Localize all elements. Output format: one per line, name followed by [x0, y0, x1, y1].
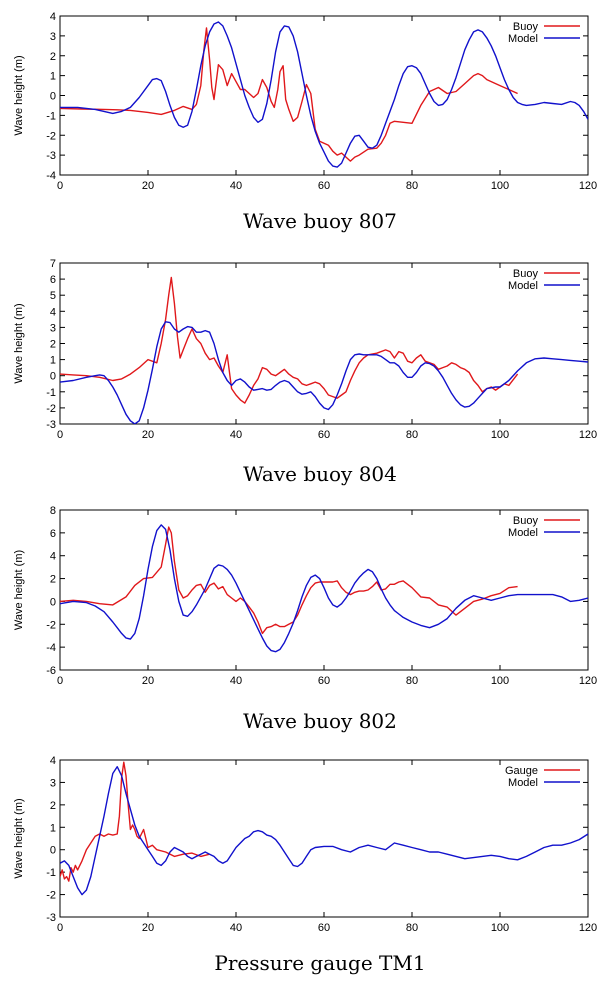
y-tick-label: 2: [50, 339, 56, 351]
x-tick-label: 20: [142, 180, 154, 192]
y-axis-label: Wave height (m): [13, 55, 25, 135]
panel-caption: Wave buoy 802: [243, 709, 397, 733]
y-tick-label: -6: [46, 665, 56, 677]
x-tick-label: 100: [491, 180, 509, 192]
y-tick-label: 6: [50, 274, 56, 286]
x-tick-label: 60: [318, 180, 330, 192]
y-tick-label: -1: [46, 110, 56, 122]
y-tick-label: 1: [50, 822, 56, 834]
x-tick-label: 120: [579, 675, 597, 687]
y-tick-label: 1: [50, 355, 56, 367]
y-tick-label: -2: [46, 130, 56, 142]
y-tick-label: 8: [50, 505, 56, 517]
x-tick-label: 120: [579, 429, 597, 441]
x-tick-label: 120: [579, 922, 597, 934]
panel-caption: Pressure gauge TM1: [214, 951, 425, 975]
legend-label-model: Model: [508, 527, 538, 539]
chart-panel-3: 0 20 40 60 80 100 120 -6 -4 -2 0 2 4 6 8 Wave height (m…: [13, 505, 597, 733]
legend-label-model: Model: [508, 777, 538, 789]
x-tick-label: 60: [318, 675, 330, 687]
y-tick-label: 0: [50, 371, 56, 383]
y-tick-label: 0: [50, 91, 56, 103]
y-tick-label: 2: [50, 800, 56, 812]
x-tick-label: 60: [318, 922, 330, 934]
y-tick-label: -2: [46, 890, 56, 902]
chart-panel-1: 0 20 40 60 80 100 120 -4 -3 -2 -1 0 1 2 3 4 Wave height …: [13, 11, 597, 233]
y-tick-label: 2: [50, 574, 56, 586]
x-tick-label: 40: [230, 922, 242, 934]
y-tick-label: 4: [50, 551, 56, 563]
x-tick-label: 20: [142, 675, 154, 687]
series-line-model: [60, 21, 588, 168]
y-tick-label: -1: [46, 867, 56, 879]
y-axis-label: Wave height (m): [13, 550, 25, 630]
x-tick-label: 0: [57, 675, 63, 687]
chart-panel-2: 0 20 40 60 80 100 120 -3 -2 -1 0 1 2 3 4 5 6 7 Wave height…: [13, 258, 597, 486]
x-tick-label: 80: [406, 180, 418, 192]
y-tick-label: 1: [50, 71, 56, 83]
y-tick-label: -2: [46, 619, 56, 631]
series-line-model: [60, 766, 588, 896]
y-tick-label: 5: [50, 290, 56, 302]
legend-label-model: Model: [508, 280, 538, 292]
x-tick-label: 20: [142, 429, 154, 441]
y-tick-label: 4: [50, 11, 56, 23]
y-tick-label: 7: [50, 258, 56, 270]
legend-label-model: Model: [508, 33, 538, 45]
y-tick-label: 0: [50, 845, 56, 857]
x-tick-label: 100: [491, 675, 509, 687]
y-tick-label: -4: [46, 170, 56, 182]
y-axis-label: Wave height (m): [13, 303, 25, 383]
x-tick-label: 80: [406, 429, 418, 441]
y-tick-label: 3: [50, 777, 56, 789]
x-tick-label: 40: [230, 180, 242, 192]
y-tick-label: -4: [46, 642, 56, 654]
x-tick-label: 60: [318, 429, 330, 441]
panel-caption: Wave buoy 804: [243, 462, 397, 486]
x-tick-label: 20: [142, 922, 154, 934]
y-tick-label: 4: [50, 306, 56, 318]
y-tick-label: -3: [46, 150, 56, 162]
x-tick-label: 40: [230, 675, 242, 687]
x-tick-label: 120: [579, 180, 597, 192]
series-line-buoy: [60, 27, 518, 162]
legend-label-gauge: Gauge: [505, 765, 538, 777]
series-line-buoy: [60, 276, 519, 404]
x-tick-label: 100: [491, 922, 509, 934]
y-tick-label: -1: [46, 387, 56, 399]
y-tick-label: -3: [46, 419, 56, 431]
series-line-model: [60, 321, 588, 424]
y-tick-label: 3: [50, 31, 56, 43]
y-axis-label: Wave height (m): [13, 798, 25, 878]
x-tick-label: 80: [406, 922, 418, 934]
series-line-buoy: [60, 526, 518, 635]
y-tick-label: -3: [46, 912, 56, 924]
y-tick-label: 2: [50, 51, 56, 63]
y-tick-label: 6: [50, 528, 56, 540]
x-tick-label: 0: [57, 180, 63, 192]
legend-label-buoy: Buoy: [513, 21, 539, 33]
x-tick-label: 100: [491, 429, 509, 441]
x-tick-label: 40: [230, 429, 242, 441]
legend-label-buoy: Buoy: [513, 515, 539, 527]
x-tick-label: 0: [57, 922, 63, 934]
y-tick-label: 3: [50, 322, 56, 334]
series-line-gauge: [60, 761, 210, 882]
x-tick-label: 80: [406, 675, 418, 687]
chart-panel-4: 0 20 40 60 80 100 120 -3 -2 -1 0 1 2 3 4 Wave height (m…: [13, 755, 597, 975]
panel-caption: Wave buoy 807: [243, 209, 397, 233]
legend-label-buoy: Buoy: [513, 268, 539, 280]
x-tick-label: 0: [57, 429, 63, 441]
y-tick-label: -2: [46, 403, 56, 415]
y-tick-label: 0: [50, 596, 56, 608]
y-tick-label: 4: [50, 755, 56, 767]
series-line-model: [60, 524, 588, 653]
